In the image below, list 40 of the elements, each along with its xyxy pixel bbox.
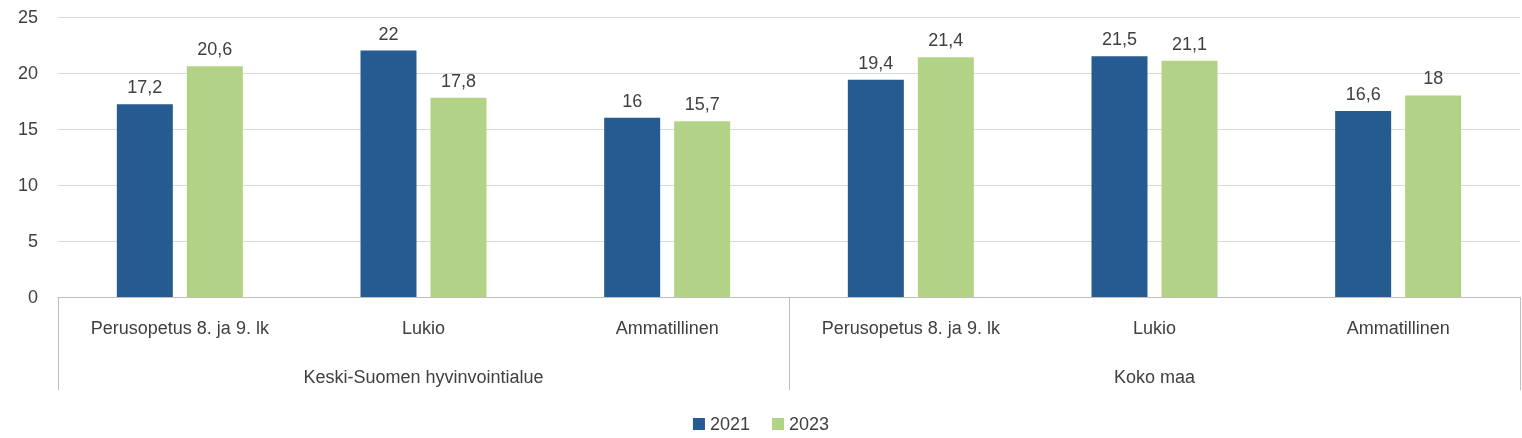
data-label: 21,4 (928, 30, 964, 51)
bar (674, 121, 731, 297)
bar (847, 79, 904, 297)
bar (430, 97, 487, 297)
bar (1405, 95, 1462, 297)
bar (917, 57, 974, 297)
y-tick-label: 0 (27, 287, 38, 307)
y-tick-label: 25 (17, 7, 38, 27)
y-tick-label: 5 (27, 231, 38, 251)
y-tick-label: 10 (17, 175, 38, 195)
data-label: 21,5 (1101, 29, 1138, 50)
x-tick-label: Perusopetus 8. ja 9. lk (90, 318, 270, 338)
text: Koko maa (1113, 367, 1197, 387)
bar (604, 117, 661, 297)
y-tick-label: 15 (17, 119, 38, 139)
bar (360, 50, 417, 297)
data-label: 16 (622, 90, 643, 111)
x-tick-label: Lukio (401, 318, 446, 338)
bar (1335, 111, 1392, 297)
legend-label: 2021 (709, 414, 750, 434)
data-label: 17,2 (127, 77, 163, 98)
x-tick-label: Perusopetus 8. ja 9. lk (821, 318, 1001, 338)
bar (1091, 56, 1148, 297)
data-label: 22 (378, 23, 399, 44)
x-tick-label: Lukio (1132, 318, 1177, 338)
text: Keski-Suomen hyvinvointialue (303, 367, 544, 387)
data-label: 20,6 (197, 39, 233, 60)
bar (116, 104, 173, 297)
x-tick-label: Ammatillinen (615, 318, 719, 338)
bar (1161, 60, 1218, 297)
x-tick-label: Ammatillinen (1346, 318, 1450, 338)
data-label: 18 (1423, 68, 1444, 89)
y-tick-label: 20 (17, 63, 38, 83)
data-label: 19,4 (858, 52, 894, 73)
bar (186, 66, 243, 297)
legend-label: 2023 (789, 414, 830, 434)
data-label: 21,1 (1171, 33, 1208, 54)
data-label: 16,6 (1345, 84, 1381, 105)
data-label: 17,8 (440, 70, 477, 91)
data-label: 15,7 (684, 94, 720, 115)
